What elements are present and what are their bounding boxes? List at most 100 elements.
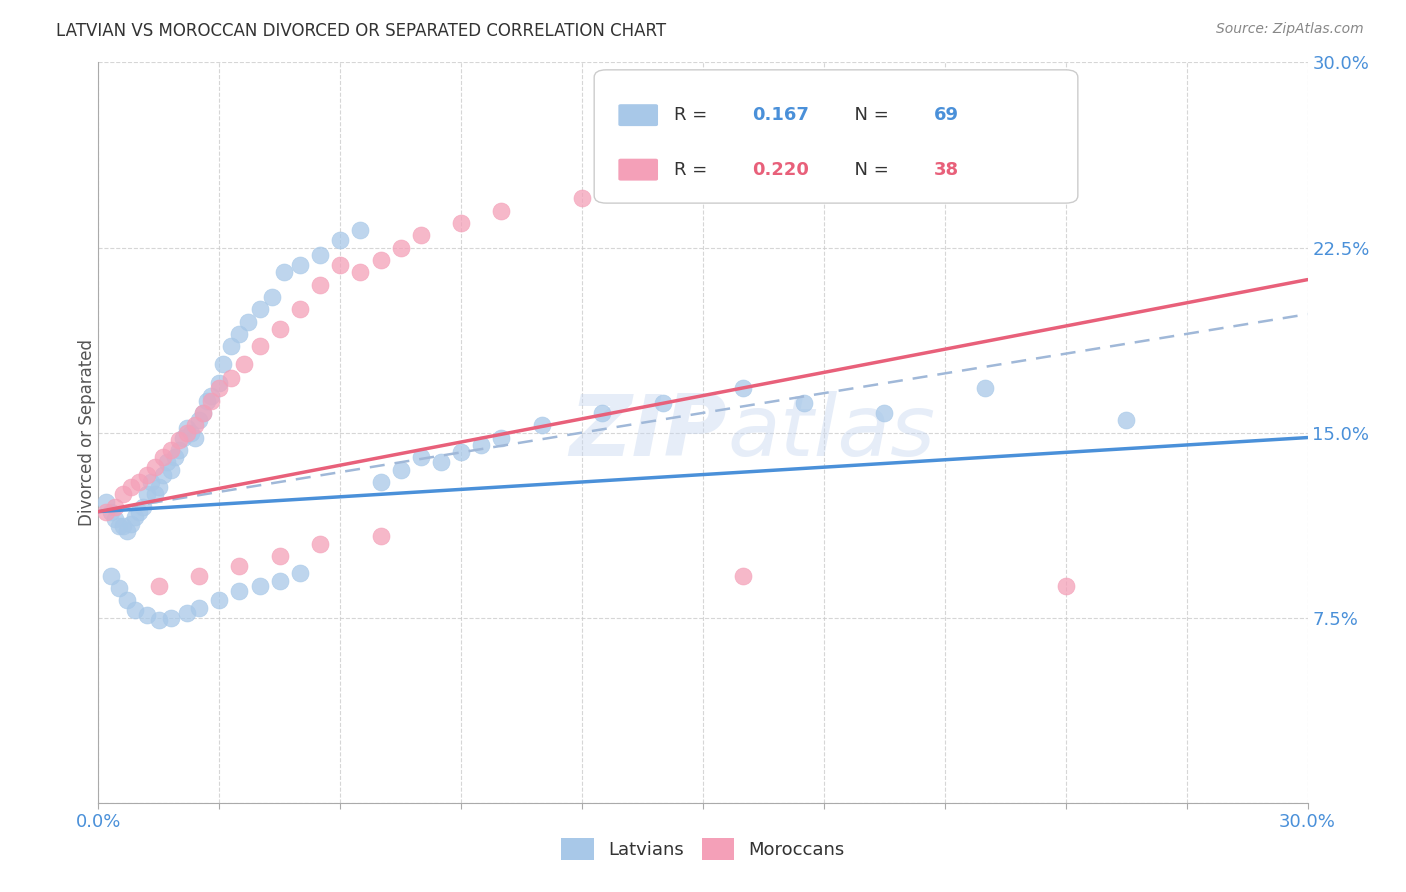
Legend: Latvians, Moroccans: Latvians, Moroccans [561,838,845,861]
Point [120,480,142,494]
Point [180,425,202,440]
Point [409,228,432,243]
Point [148,480,170,494]
Point [269,549,291,563]
Text: N =: N = [844,106,894,124]
Point [309,277,332,292]
FancyBboxPatch shape [595,70,1078,203]
Point [115,524,138,539]
Point [450,216,472,230]
Point [111,519,134,533]
Point [491,203,513,218]
Point [651,184,673,198]
Text: R =: R = [673,161,713,178]
Point [974,381,997,395]
Point [135,487,157,501]
Point [389,240,412,255]
Point [221,339,243,353]
Point [152,467,174,482]
Point [288,258,311,272]
Point [288,566,311,581]
Point [96,505,118,519]
Point [249,339,271,353]
Point [148,613,170,627]
Point [228,558,250,573]
Point [107,519,129,533]
Point [651,396,673,410]
Point [156,455,179,469]
Point [232,357,254,371]
Point [163,450,186,465]
Point [228,326,250,341]
Text: 38: 38 [934,161,959,178]
Point [188,600,211,615]
Point [236,314,259,328]
Point [389,462,412,476]
Point [591,406,613,420]
Point [135,467,157,482]
Point [329,258,352,272]
Point [470,438,492,452]
Point [430,455,453,469]
Point [160,610,183,624]
Text: 69: 69 [934,106,959,124]
Point [100,568,122,582]
Point [873,406,896,420]
Point [160,442,183,457]
Point [208,381,231,395]
Text: LATVIAN VS MOROCCAN DIVORCED OR SEPARATED CORRELATION CHART: LATVIAN VS MOROCCAN DIVORCED OR SEPARATE… [56,22,666,40]
Point [309,536,332,550]
Point [329,233,352,247]
Point [571,191,593,205]
Text: 0.167: 0.167 [752,106,810,124]
Point [176,420,198,434]
Point [132,500,155,514]
Point [143,460,166,475]
Point [111,487,134,501]
FancyBboxPatch shape [619,104,658,126]
Text: atlas: atlas [727,391,935,475]
Point [107,581,129,595]
Point [143,487,166,501]
Point [167,433,190,447]
Point [96,494,118,508]
Text: R =: R = [673,106,713,124]
Point [793,396,815,410]
Point [288,302,311,317]
Point [1115,413,1137,427]
Point [409,450,432,465]
Point [370,529,392,543]
Point [135,608,157,623]
Text: Source: ZipAtlas.com: Source: ZipAtlas.com [1216,22,1364,37]
Point [128,505,150,519]
Point [120,516,142,531]
Point [148,579,170,593]
Point [309,248,332,262]
Point [167,442,190,457]
Point [176,606,198,620]
Text: ZIP: ZIP [569,391,727,475]
Point [269,322,291,336]
Point [249,579,271,593]
Point [200,388,222,402]
Point [139,475,162,489]
Point [160,462,183,476]
Point [100,505,122,519]
Point [450,445,472,459]
Point [200,393,222,408]
Point [273,265,295,279]
Point [212,357,235,371]
Text: N =: N = [844,161,894,178]
FancyBboxPatch shape [619,159,658,180]
Point [370,475,392,489]
Y-axis label: Divorced or Separated: Divorced or Separated [79,339,96,526]
Point [124,509,146,524]
Point [349,223,371,237]
Point [115,593,138,607]
Point [195,393,218,408]
Point [733,381,755,395]
Text: 0.220: 0.220 [752,161,810,178]
Point [221,371,243,385]
Point [188,568,211,582]
Point [349,265,371,279]
